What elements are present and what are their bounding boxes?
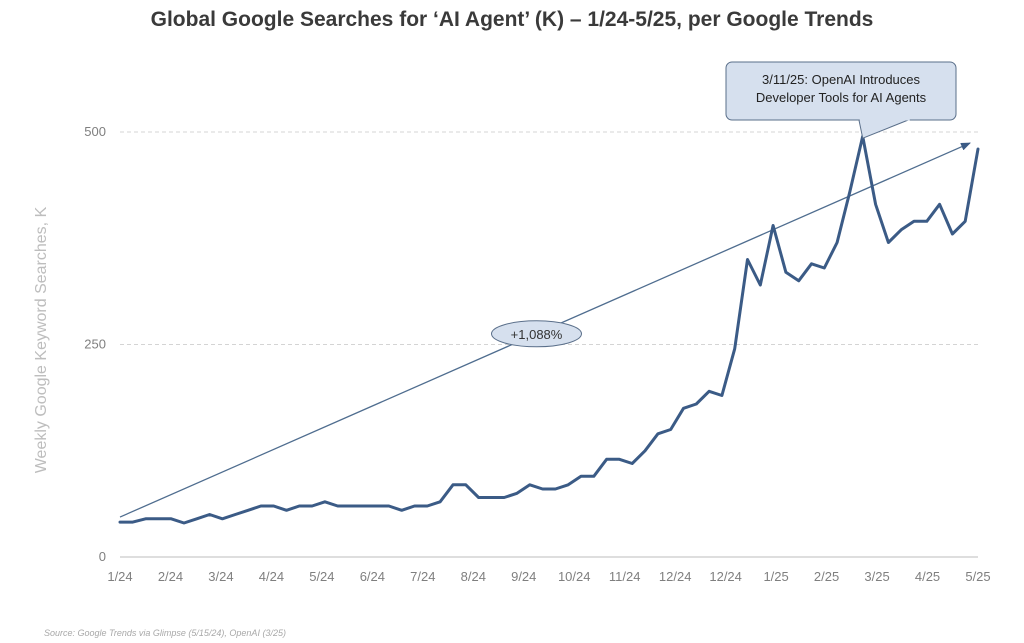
growth-badge-label: +1,088% — [511, 327, 563, 342]
x-tick-label: 3/24 — [208, 569, 233, 584]
x-tick-label: 12/24 — [709, 569, 742, 584]
x-tick-label: 9/24 — [511, 569, 536, 584]
growth-badge — [491, 320, 582, 348]
x-tick-label: 5/24 — [309, 569, 334, 584]
x-tick-label: 4/24 — [259, 569, 284, 584]
y-tick-label: 250 — [84, 337, 106, 352]
callout-text-line: Developer Tools for AI Agents — [756, 90, 927, 105]
x-tick-label: 3/25 — [864, 569, 889, 584]
x-tick-label: 6/24 — [360, 569, 385, 584]
x-tick-label: 1/25 — [763, 569, 788, 584]
y-tick-label: 0 — [99, 549, 106, 564]
x-tick-label: 2/24 — [158, 569, 183, 584]
x-tick-label: 10/24 — [558, 569, 591, 584]
x-tick-label: 2/25 — [814, 569, 839, 584]
x-tick-label: 1/24 — [107, 569, 132, 584]
x-tick-label: 5/25 — [965, 569, 990, 584]
y-tick-label: 500 — [84, 124, 106, 139]
chart-title: Global Google Searches for ‘AI Agent’ (K… — [150, 8, 874, 31]
x-tick-label: 12/24 — [659, 569, 692, 584]
callout-text-line: 3/11/25: OpenAI Introduces — [762, 72, 921, 87]
series-line — [118, 134, 980, 525]
x-tick-label: 4/25 — [915, 569, 940, 584]
x-tick-label: 8/24 — [461, 569, 486, 584]
callout-pointer — [858, 118, 911, 139]
source-note: Source: Google Trends via Glimpse (5/15/… — [44, 628, 286, 638]
x-tick-label: 7/24 — [410, 569, 435, 584]
callout-box — [725, 61, 957, 121]
x-tick-label: 11/24 — [609, 569, 641, 584]
